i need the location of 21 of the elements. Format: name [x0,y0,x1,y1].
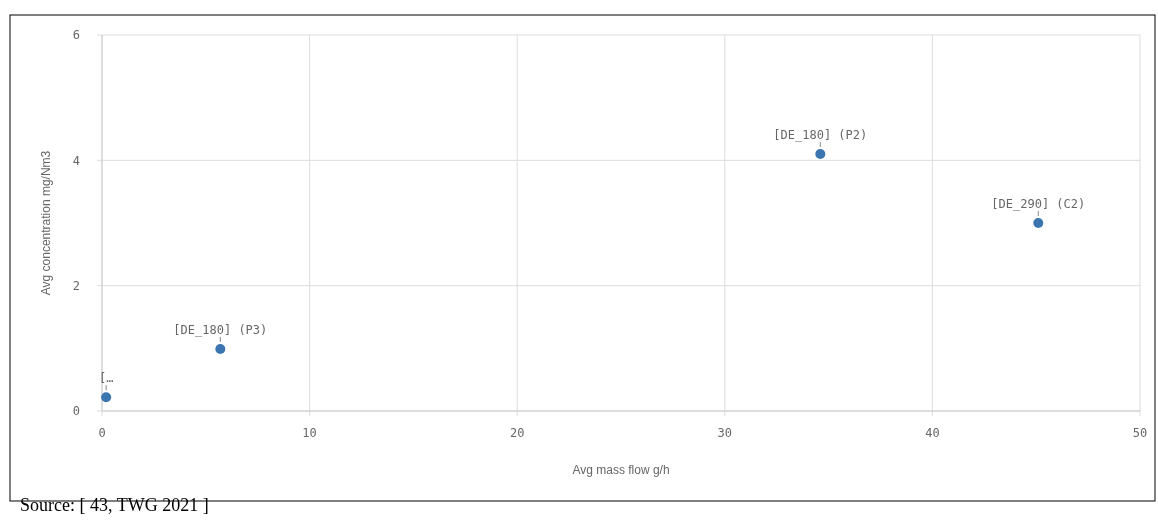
point [815,149,826,160]
x-axis-title: Avg mass flow g/h [572,463,670,477]
x-tick-label: 40 [925,426,940,440]
x-tick-label: 30 [717,426,733,440]
data-label: [DE_180] (P3) [173,322,268,337]
y-tick-label: 2 [72,278,80,293]
x-tick-label: 20 [509,426,525,440]
source-note: Source: [ 43, TWG 2021 ] [20,495,209,515]
x-tick-label: 50 [1132,426,1148,440]
x-tick-label: 10 [302,426,317,440]
point [101,392,112,403]
y-tick-label: 4 [72,153,80,168]
y-tick-label: 6 [72,28,80,43]
data-label: [DE_180] (P2) [773,128,868,143]
y-tick-label: 0 [72,404,80,419]
y-axis-title: Avg concentration mg/Nm3 [39,150,53,296]
data-label: [… [98,371,114,386]
point [215,343,226,354]
x-tick-label: 0 [98,426,106,440]
data-label: [DE_290] (C2) [991,197,1086,211]
point [1033,218,1044,228]
